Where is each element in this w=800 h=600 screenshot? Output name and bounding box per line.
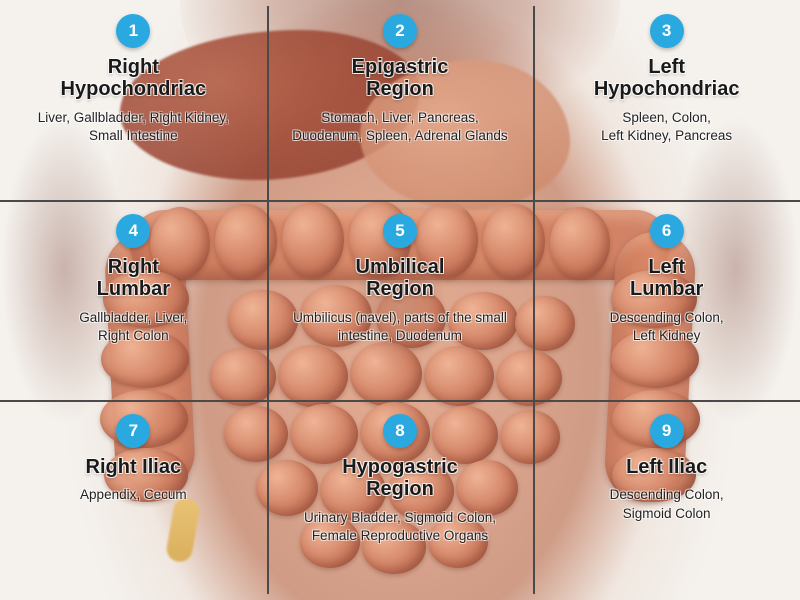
- region-desc: Gallbladder, Liver,Right Colon: [79, 309, 187, 345]
- region-title: Left Iliac: [626, 456, 707, 478]
- region-cell-9: 9 Left Iliac Descending Colon,Sigmoid Co…: [533, 400, 800, 600]
- region-desc: Urinary Bladder, Sigmoid Colon, Female R…: [290, 509, 510, 545]
- region-title: RightHypochondriac: [61, 56, 207, 101]
- region-cell-4: 4 RightLumbar Gallbladder, Liver,Right C…: [0, 200, 267, 400]
- region-title: LeftHypochondriac: [594, 56, 740, 101]
- region-badge: 3: [650, 14, 684, 48]
- region-title: EpigastricRegion: [352, 56, 449, 101]
- region-cell-5: 5 UmbilicalRegion Umbilicus (navel), par…: [267, 200, 534, 400]
- region-desc: Descending Colon,Sigmoid Colon: [610, 486, 724, 522]
- region-title: LeftLumbar: [630, 256, 703, 301]
- region-cell-2: 2 EpigastricRegion Stomach, Liver, Pancr…: [267, 0, 534, 200]
- region-cell-3: 3 LeftHypochondriac Spleen, Colon,Left K…: [533, 0, 800, 200]
- region-badge: 7: [116, 414, 150, 448]
- region-desc: Umbilicus (navel), parts of the small in…: [290, 309, 510, 345]
- region-desc: Stomach, Liver, Pancreas, Duodenum, Sple…: [290, 109, 510, 145]
- region-desc: Liver, Gallbladder, Right Kidney, Small …: [23, 109, 243, 145]
- region-badge: 1: [116, 14, 150, 48]
- region-cell-1: 1 RightHypochondriac Liver, Gallbladder,…: [0, 0, 267, 200]
- region-cell-6: 6 LeftLumbar Descending Colon,Left Kidne…: [533, 200, 800, 400]
- region-desc: Spleen, Colon,Left Kidney, Pancreas: [601, 109, 732, 145]
- region-desc: Appendix, Cecum: [80, 486, 187, 504]
- region-badge: 2: [383, 14, 417, 48]
- region-badge: 4: [116, 214, 150, 248]
- region-title: Right Iliac: [86, 456, 182, 478]
- regions-grid: 1 RightHypochondriac Liver, Gallbladder,…: [0, 0, 800, 600]
- region-badge: 8: [383, 414, 417, 448]
- region-title: UmbilicalRegion: [356, 256, 445, 301]
- region-cell-7: 7 Right Iliac Appendix, Cecum: [0, 400, 267, 600]
- region-title: RightLumbar: [97, 256, 170, 301]
- region-badge: 5: [383, 214, 417, 248]
- region-badge: 6: [650, 214, 684, 248]
- region-desc: Descending Colon,Left Kidney: [610, 309, 724, 345]
- region-title: HypogastricRegion: [342, 456, 458, 501]
- region-badge: 9: [650, 414, 684, 448]
- region-cell-8: 8 HypogastricRegion Urinary Bladder, Sig…: [267, 400, 534, 600]
